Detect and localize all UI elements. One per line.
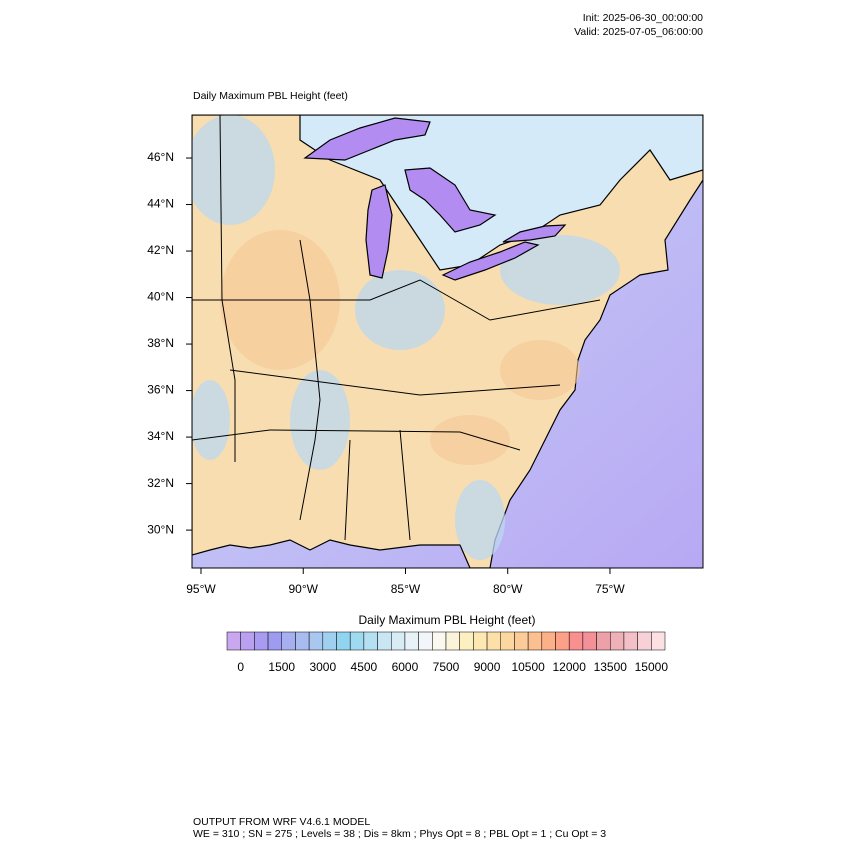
- colorbar-tick-label: 4500: [351, 660, 378, 674]
- x-tick-label: 80°W: [493, 582, 523, 596]
- great-lakes: [303, 117, 567, 281]
- colorbar-tick-label: 6000: [392, 660, 419, 674]
- colorbar-box: [281, 631, 296, 651]
- colorbar-tick-label: 15000: [635, 660, 669, 674]
- y-tick-label: 38°N: [147, 336, 174, 350]
- colorbar-box: [582, 631, 597, 651]
- y-tick-label: 46°N: [147, 150, 174, 164]
- x-tick-label: 75°W: [595, 582, 625, 596]
- colorbar-title: Daily Maximum PBL Height (feet): [359, 613, 536, 627]
- colorbar-tick-label: 10500: [511, 660, 545, 674]
- footer-settings: WE = 310 ; SN = 275 ; Levels = 38 ; Dis …: [193, 828, 606, 840]
- colorbar-box: [568, 631, 584, 651]
- y-tick-label: 36°N: [147, 383, 174, 397]
- y-tick-label: 44°N: [147, 197, 174, 211]
- x-tick-label: 95°W: [186, 582, 216, 596]
- colorbar-box: [404, 631, 419, 651]
- colorbar-box: [240, 631, 255, 651]
- colorbar-tick-label: 13500: [594, 660, 628, 674]
- colorbar-box: [308, 631, 324, 651]
- colorbar-box: [322, 631, 337, 651]
- colorbar-box: [432, 631, 447, 651]
- footer-model: OUTPUT FROM WRF V4.6.1 MODEL: [193, 816, 370, 828]
- colorbar-box: [610, 631, 625, 651]
- colorbar-box: [418, 631, 433, 651]
- init-time: Init: 2025-06-30_00:00:00: [583, 12, 703, 24]
- colorbar-box: [349, 631, 365, 651]
- colorbar-box: [459, 631, 474, 651]
- x-tick-label: 90°W: [288, 582, 318, 596]
- colorbar-tick-label: 0: [237, 660, 244, 674]
- colorbar-tick-label: 1500: [268, 660, 295, 674]
- colorbar-box: [254, 631, 269, 651]
- x-tick-label: 85°W: [391, 582, 421, 596]
- map-area: [192, 115, 703, 568]
- colorbar-box: [555, 631, 570, 651]
- cool-regions: [192, 115, 620, 560]
- colorbar-box: [267, 631, 282, 651]
- colorbar-tick-label: 9000: [474, 660, 501, 674]
- colorbar-box: [336, 631, 351, 651]
- colorbar-box: [391, 631, 406, 651]
- colorbar-box: [445, 631, 460, 651]
- colorbar-box: [527, 631, 543, 651]
- colorbar-tick-label: 3000: [309, 660, 336, 674]
- colorbar-box: [637, 631, 652, 651]
- state-borders: [192, 115, 601, 541]
- colorbar-box: [473, 631, 488, 651]
- colorbar-box: [651, 631, 666, 651]
- colorbar-box: [363, 631, 378, 651]
- colorbar-box: [541, 631, 556, 651]
- valid-time: Valid: 2025-07-05_06:00:00: [574, 26, 703, 38]
- y-tick-label: 34°N: [147, 429, 174, 443]
- colorbar-box: [514, 631, 529, 651]
- y-tick-label: 32°N: [147, 476, 174, 490]
- colorbar-box: [226, 631, 241, 651]
- map-frame: [191, 114, 704, 569]
- colorbar-box: [377, 631, 392, 651]
- colorbar-box: [500, 631, 515, 651]
- y-tick-label: 30°N: [147, 522, 174, 536]
- colorbar-box: [295, 631, 310, 651]
- colorbar-tick-label: 7500: [433, 660, 460, 674]
- colorbar-tick-label: 12000: [553, 660, 587, 674]
- colorbar-box: [596, 631, 611, 651]
- map-title: Daily Maximum PBL Height (feet): [193, 90, 348, 102]
- y-tick-label: 40°N: [147, 290, 174, 304]
- colorbar-box: [623, 631, 638, 651]
- colorbar-box: [486, 631, 501, 651]
- y-tick-label: 42°N: [147, 243, 174, 257]
